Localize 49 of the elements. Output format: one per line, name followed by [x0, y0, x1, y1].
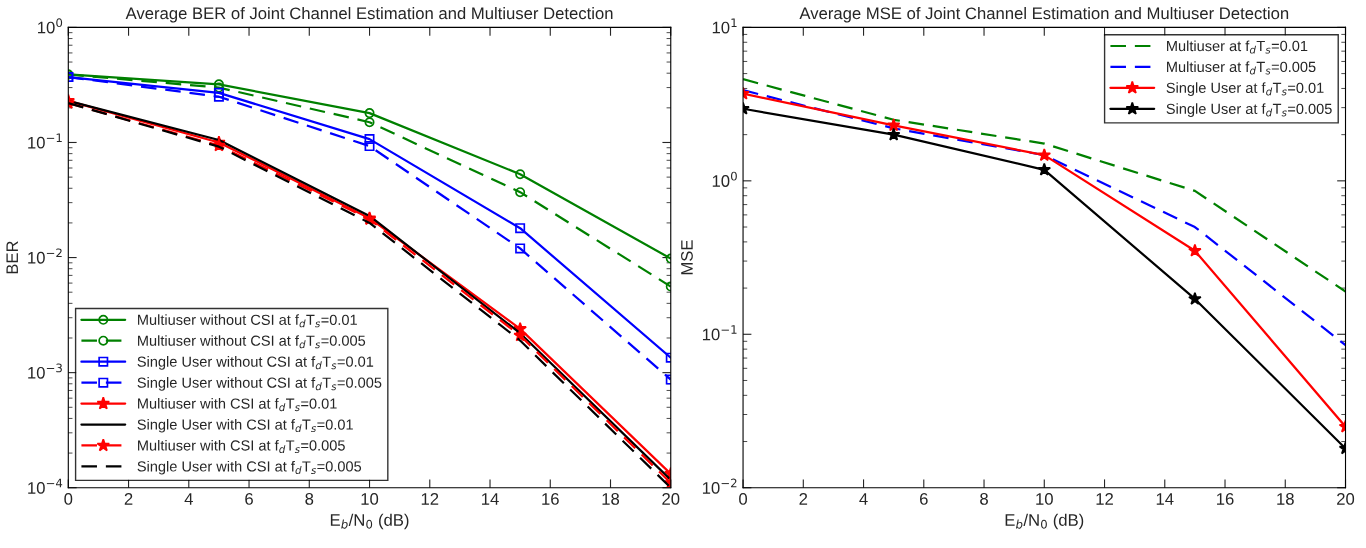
y-tick-label: 10$^{−2}$ [28, 248, 62, 264]
x-tick-label: 10 [361, 493, 379, 505]
x-axis-title: E$_{b}$/N$_{0}$ (dB) [330, 513, 409, 530]
x-tick-label: 6 [920, 493, 928, 505]
y-tick-label: 10$^{−1}$ [28, 133, 62, 149]
x-tick-label: 0 [739, 493, 748, 505]
legend-label: Multiuser with CSI at f$_{d}$T$_{s}$=0.01 [138, 398, 337, 412]
y-tick-label: 10$^{−4}$ [28, 478, 63, 494]
x-tick-label: 10 [1036, 493, 1053, 505]
x-tick-label: 2 [124, 493, 133, 505]
legend-label: Multiuser at f$_{d}$T$_{s}$=0.005 [1167, 61, 1316, 75]
x-tick-label: 18 [602, 493, 620, 505]
legend-label: Single User with CSI at f$_{d}$T$_{s}$=0.005 [137, 460, 362, 475]
x-tick-label: 8 [980, 493, 988, 505]
x-tick-label: 14 [1156, 493, 1174, 505]
x-tick-label: 16 [542, 493, 559, 505]
x-tick-label: 2 [799, 493, 808, 505]
x-tick-label: 0 [64, 493, 73, 505]
x-tick-label: 4 [184, 493, 193, 505]
y-axis-title: MSE [681, 240, 693, 275]
chart-title: Average MSE of Joint Channel Estimation and Multiuser Detection [799, 6, 1289, 23]
legend-label: Multiuser without CSI at f$_{d}$T$_{s}$=0.01 [138, 314, 357, 328]
x-tick-label: 8 [305, 493, 314, 505]
x-tick-label: 18 [1277, 493, 1294, 505]
x-tick-label: 20 [662, 493, 680, 505]
x-tick-label: 14 [482, 493, 499, 505]
legend-label: Multiuser at f$_{d}$T$_{s}$=0.01 [1167, 40, 1308, 54]
y-tick-label: 10$^{0}$ [712, 171, 737, 187]
x-tick-label: 20 [1337, 493, 1355, 505]
y-tick-label: 10$^{−2}$ [702, 478, 737, 494]
legend-label: Single User with CSI at f$_{d}$T$_{s}$=0.01 [137, 419, 353, 433]
y-axis-title: BER [6, 241, 18, 274]
y-tick-label: 10$^{1}$ [712, 18, 737, 34]
x-axis-title: E$_{b}$/N$_{0}$ (dB) [1005, 513, 1084, 530]
legend-label: Single User without CSI at f$_{d}$T$_{s}$=0.01 [137, 356, 374, 370]
legend-label: Single User at f$_{d}$T$_{s}$=0.005 [1166, 103, 1332, 117]
legend-label: Single User without CSI at f$_{d}$T$_{s}$=0.005 [137, 377, 382, 391]
x-tick-label: 16 [1217, 493, 1234, 505]
x-tick-label: 6 [245, 493, 253, 505]
x-tick-label: 12 [1096, 493, 1113, 505]
y-tick-label: 10$^{−3}$ [28, 363, 62, 379]
legend-label: Single User at f$_{d}$T$_{s}$=0.01 [1166, 82, 1324, 96]
chart-title: Average BER of Joint Channel Estimation and Multiuser Detection [125, 6, 613, 23]
y-tick-label: 10$^{0}$ [38, 18, 63, 34]
y-tick-label: 10$^{−1}$ [702, 325, 737, 341]
legend-label: Multiuser with CSI at f$_{d}$T$_{s}$=0.005 [138, 439, 345, 454]
legend-label: Multiuser without CSI at f$_{d}$T$_{s}$=0.005 [138, 335, 366, 349]
x-tick-label: 4 [859, 493, 868, 505]
x-tick-label: 12 [421, 493, 439, 505]
